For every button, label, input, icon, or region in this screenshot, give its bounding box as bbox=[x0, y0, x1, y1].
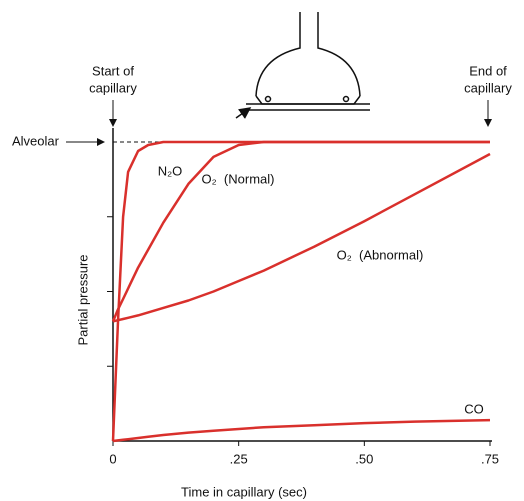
y-axis-label: Partial pressure bbox=[75, 254, 90, 345]
start-label: capillary bbox=[89, 80, 137, 95]
alveolar-label: Alveolar bbox=[12, 133, 60, 148]
series-line bbox=[113, 154, 490, 321]
series-line bbox=[113, 420, 490, 441]
series-label: CO bbox=[464, 401, 484, 416]
series-line bbox=[113, 142, 490, 441]
end-label: capillary bbox=[464, 80, 512, 95]
x-tick-label: .25 bbox=[230, 451, 248, 466]
x-tick-label: .50 bbox=[355, 451, 373, 466]
x-tick-label: .75 bbox=[481, 451, 499, 466]
x-tick-label: 0 bbox=[109, 451, 116, 466]
capillary-diagram bbox=[236, 12, 370, 118]
x-axis-label: Time in capillary (sec) bbox=[181, 484, 307, 499]
series-label: O₂ (Normal) bbox=[202, 171, 275, 186]
series-label: N₂O bbox=[158, 163, 183, 178]
chart: Time in capillary (sec) Partial pressure… bbox=[0, 0, 524, 501]
series-label: O₂ (Abnormal) bbox=[337, 247, 424, 262]
end-label: End of bbox=[469, 63, 507, 78]
start-label: Start of bbox=[92, 63, 134, 78]
